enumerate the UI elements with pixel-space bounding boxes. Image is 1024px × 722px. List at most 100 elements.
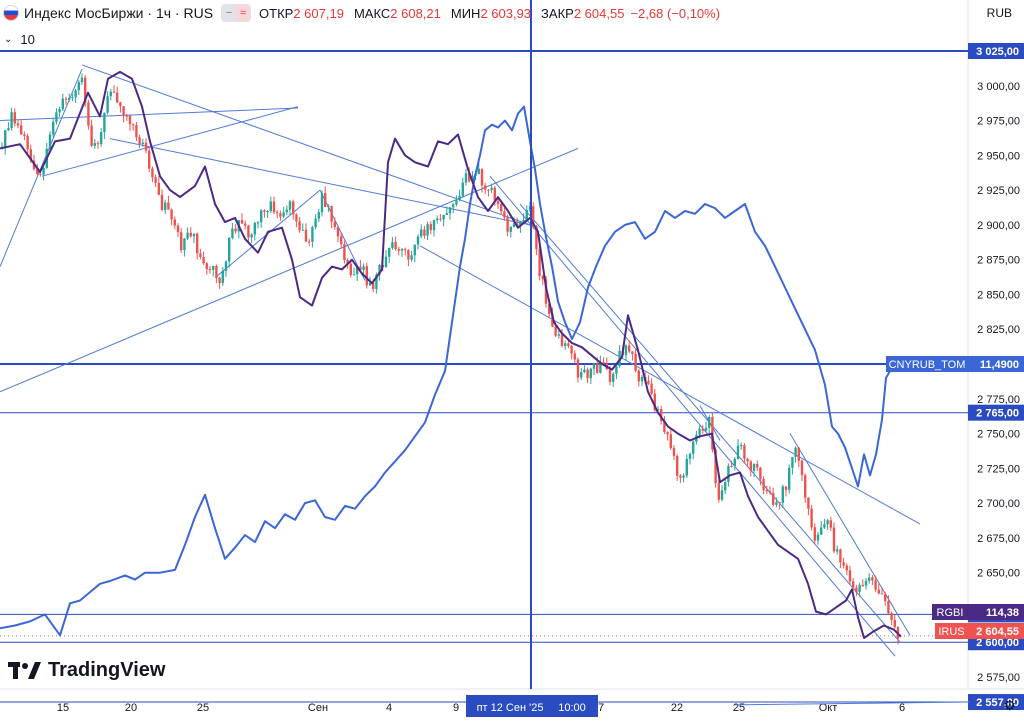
x-tick-label: 6 (899, 702, 905, 714)
x-tick-label: 9 (453, 702, 459, 714)
candle-body (749, 461, 752, 471)
candle-body (436, 218, 439, 221)
candle-body (128, 115, 132, 125)
candle-body (772, 492, 775, 505)
crosshair-date-label: пт 12 Сен '25 (477, 702, 544, 714)
candle-body (541, 276, 544, 280)
y-tick-label: 2 700,00 (977, 498, 1020, 510)
series-name-tag (932, 604, 968, 620)
price-level-label: 2 765,00 (976, 408, 1019, 420)
candle-body (106, 96, 109, 113)
candle-body (26, 135, 29, 150)
candle-body (333, 221, 336, 228)
candle-body (500, 203, 503, 212)
candle-body (855, 587, 858, 592)
candle-body (247, 225, 250, 238)
candle-body (503, 211, 506, 218)
candle-body (336, 227, 340, 237)
candle-body (455, 200, 458, 205)
candle-body (836, 549, 839, 552)
candle-body (144, 142, 148, 151)
candle-body (647, 380, 650, 384)
candle-body (727, 465, 730, 483)
candle-body (701, 428, 704, 431)
candle-body (820, 527, 823, 535)
candle-body (298, 221, 301, 231)
candle-body (445, 213, 448, 215)
candle-body (698, 428, 701, 435)
candle-body (708, 416, 711, 428)
price-level-tag (968, 404, 1024, 421)
candle-body (340, 236, 343, 245)
approx-icon[interactable]: ≈ (236, 5, 251, 21)
candle-body (880, 593, 884, 595)
candle-body (327, 206, 330, 208)
logo-text: TradingView (48, 659, 166, 681)
candle-body (4, 130, 7, 149)
candle-body (580, 372, 583, 378)
candle-body (586, 369, 589, 379)
candle-body (346, 260, 349, 264)
candle-body (525, 210, 528, 221)
candle-body (823, 524, 826, 528)
candle-body (791, 457, 794, 468)
candle-body (343, 244, 346, 261)
minus-icon[interactable]: − (222, 5, 237, 21)
gear-icon[interactable]: ⚙ (1003, 697, 1016, 713)
x-tick-label: Окт (819, 702, 838, 714)
candle-body (157, 182, 160, 195)
candle-body (292, 201, 295, 215)
candle-body (624, 345, 628, 355)
candle-body (570, 345, 573, 354)
candle-body (458, 195, 461, 201)
candle-body (733, 458, 736, 466)
candle-body (29, 149, 32, 161)
candle-body (352, 274, 356, 276)
series-name-label: RGBI (937, 607, 964, 619)
candle-body (416, 236, 420, 245)
indicator-row[interactable]: ⌄ 10 (4, 29, 35, 49)
candle-body (183, 238, 186, 251)
candle-body (637, 370, 640, 382)
cnyrub-series-line (0, 105, 901, 637)
open-label: ОТКР (259, 5, 294, 21)
candle-body (192, 233, 196, 237)
currency-label[interactable]: RUB (986, 6, 1012, 20)
candle-body (359, 266, 362, 271)
candle-body (368, 282, 372, 286)
series-name-label: IRUS (938, 626, 964, 638)
candle-body (583, 369, 586, 373)
candle-body (535, 226, 538, 250)
candle-body (132, 124, 135, 126)
chevron-down-icon[interactable]: ⌄ (4, 33, 13, 45)
candle-body (804, 475, 807, 498)
candle-body (74, 90, 77, 98)
trend-line (109, 138, 531, 226)
candle-body (768, 491, 772, 493)
candle-body (490, 187, 493, 191)
trend-line (0, 107, 299, 122)
candle-body (276, 212, 279, 214)
candle-body (666, 431, 669, 435)
candle-body (496, 200, 500, 204)
candle-body (512, 223, 516, 227)
y-tick-label: 2 775,00 (977, 394, 1020, 406)
compare-toggle[interactable]: − ≈ (221, 4, 252, 22)
symbol-title[interactable]: Индекс МосБиржи · 1ч · RUS (24, 5, 214, 21)
candle-body (160, 194, 164, 210)
x-tick-label: Сен (308, 702, 328, 714)
low-label: МИН (450, 5, 481, 21)
candle-body (864, 580, 868, 586)
candle-body (215, 265, 218, 278)
candle-body (301, 229, 304, 231)
candle-body (608, 369, 612, 382)
candle-body (263, 210, 266, 212)
candle-body (848, 570, 852, 582)
candle-body (740, 445, 743, 447)
series-value-label: 114,38 (986, 607, 1019, 619)
candle-body (628, 345, 631, 352)
trend-line (734, 701, 971, 706)
candle-body (871, 577, 874, 581)
